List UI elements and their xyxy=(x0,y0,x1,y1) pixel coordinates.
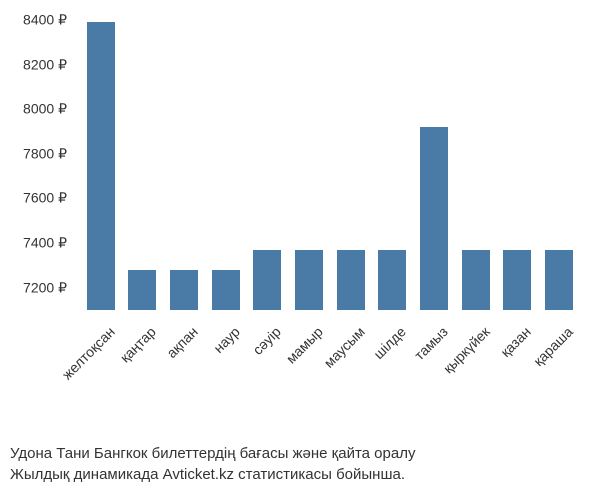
chart-container: 7200 ₽ 7400 ₽ 7600 ₽ 7800 ₽ 8000 ₽ 8200 ₽ 8400… xyxy=(0,0,600,500)
y-tick-label: 8200 ₽ xyxy=(23,56,67,73)
bar xyxy=(503,250,531,310)
bar xyxy=(212,270,240,310)
y-tick-label: 8400 ₽ xyxy=(23,12,67,29)
bar xyxy=(87,22,115,310)
bar xyxy=(378,250,406,310)
bar xyxy=(253,250,281,310)
caption-line-1: Удона Тани Бангкок билеттердің бағасы жә… xyxy=(10,443,590,464)
bar xyxy=(128,270,156,310)
caption-line-2: Жылдық динамикада Avticket.kz статистика… xyxy=(10,464,590,485)
bar xyxy=(295,250,323,310)
x-axis-labels: желтоқсанқаңтарақпаннаурсәуірмамырмаусым… xyxy=(80,315,580,435)
y-tick-label: 7800 ₽ xyxy=(23,145,67,162)
y-tick-label: 7600 ₽ xyxy=(23,190,67,207)
bar xyxy=(462,250,490,310)
bar xyxy=(545,250,573,310)
chart-caption: Удона Тани Бангкок билеттердің бағасы жә… xyxy=(10,443,590,485)
y-tick-label: 7400 ₽ xyxy=(23,235,67,252)
bar xyxy=(420,127,448,310)
y-tick-label: 8000 ₽ xyxy=(23,101,67,118)
bars-group xyxy=(80,20,580,310)
plot-area xyxy=(80,20,580,310)
y-axis: 7200 ₽7400 ₽7600 ₽7800 ₽8000 ₽8200 ₽8400… xyxy=(0,20,75,310)
bar xyxy=(337,250,365,310)
bar xyxy=(170,270,198,310)
y-tick-label: 7200 ₽ xyxy=(23,279,67,296)
